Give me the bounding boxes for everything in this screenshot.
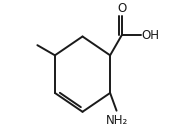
Text: O: O [118, 2, 127, 15]
Text: NH₂: NH₂ [105, 114, 128, 127]
Text: OH: OH [142, 29, 160, 42]
